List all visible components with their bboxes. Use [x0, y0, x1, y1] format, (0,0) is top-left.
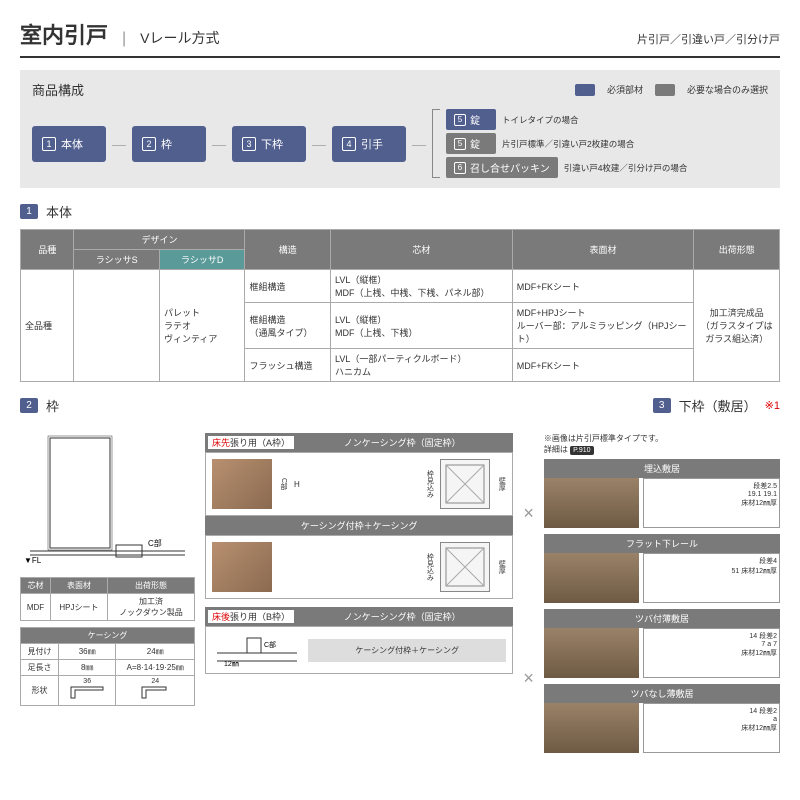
label-fl: ▼FL	[24, 556, 42, 565]
asterisk-note: ※1	[765, 399, 780, 412]
sill-note: ※画像は片引戸標準タイプです。 詳細は P.910	[544, 433, 780, 455]
block-a: 床先張り用（A枠） ノンケーシング枠（固定枠） C部 H 枠見込み 壁厚 ケーシ…	[205, 433, 513, 599]
section-1-badge: 1	[20, 204, 38, 219]
legend-swatch-optional	[655, 84, 675, 96]
frame-photo-a2	[212, 542, 272, 592]
profile-24: 24	[116, 676, 195, 706]
page-subtitle: Vレール方式	[140, 28, 219, 48]
section-2-badge: 2	[20, 398, 38, 413]
composition-title: 商品構成	[32, 80, 84, 99]
section-1-header: 1 本体	[20, 202, 780, 221]
page-ref-badge: P.910	[570, 446, 593, 455]
block-b: 床後張り用（B枠） ノンケーシング枠（固定枠） C部 12㎜ ケーシング付枠＋ケ…	[205, 607, 513, 674]
door-elevation-diagram: C部 ▼FL	[20, 433, 195, 573]
sill-column: ※画像は片引戸標準タイプです。 詳細は P.910 埋込敷居 段差2.5 19.…	[544, 433, 780, 759]
sill-photo-1	[544, 478, 639, 528]
frame-section-a1	[440, 459, 490, 509]
sill-diagram-4: 14 段差2 a 床材12㎜厚	[643, 703, 780, 753]
page-title: 室内引戸	[20, 18, 108, 50]
sill-photo-3	[544, 628, 639, 678]
section-1-title: 本体	[46, 202, 72, 221]
spec-table-body: 品種 デザイン 構造 芯材 表面材 出荷形態 ラシッサS ラシッサD 全品種 パ…	[20, 229, 780, 382]
flow-step-1: 1本体	[32, 126, 106, 162]
flow-step-2: 2枠	[132, 126, 206, 162]
cross-icon: ×	[523, 503, 534, 524]
flow-step-3: 3下枠	[232, 126, 306, 162]
cross-icon: ×	[523, 668, 534, 689]
flow-separator: —	[112, 136, 126, 152]
legend-label-required: 必須部材	[607, 83, 643, 96]
section-3-header: 3 下枠（敷居） ※1	[653, 396, 780, 415]
title-separator: |	[122, 30, 126, 48]
sill-diagram-2: 段差4 51 床材12㎜厚	[643, 553, 780, 603]
section-2-header: 2 枠	[20, 396, 59, 415]
legend-label-optional: 必要な場合のみ選択	[687, 83, 768, 96]
section-2-title: 枠	[46, 396, 59, 415]
material-table: 芯材表面材出荷形態 MDFHPJシート加工済 ノックダウン製品	[20, 577, 195, 621]
composition-panel: 商品構成 必須部材 必要な場合のみ選択 1本体 — 2枠 — 3下枠 — 4引手…	[20, 70, 780, 188]
casing-table: ケーシング 見付け36㎜24㎜ 足長さ8㎜A=8·14·19·25㎜ 形状 36…	[20, 627, 195, 706]
option-row-1: 5錠 トイレタイプの場合	[446, 109, 687, 130]
section-3-title: 下枠（敷居）	[679, 396, 757, 415]
option-box-packing: 6召し合せパッキン	[446, 157, 558, 178]
sill-diagram-1: 段差2.5 19.1 19.1 床材12㎜厚	[643, 478, 780, 528]
option-row-3: 6召し合せパッキン 引違い戸4枚建／引分け戸の場合	[446, 157, 687, 178]
page-header: 室内引戸 | Vレール方式 片引戸／引違い戸／引分け戸	[20, 18, 780, 58]
composition-flow: 1本体 — 2枠 — 3下枠 — 4引手 — 5錠 トイレタイプの場合 5錠 片…	[32, 109, 768, 178]
frame-mid-column: 床先張り用（A枠） ノンケーシング枠（固定枠） C部 H 枠見込み 壁厚 ケーシ…	[205, 433, 513, 759]
flow-step-4: 4引手	[332, 126, 406, 162]
frame-photo-a1	[212, 459, 272, 509]
door-types: 片引戸／引違い戸／引分け戸	[637, 31, 780, 47]
option-row-2: 5錠 片引戸標準／引違い戸2枚建の場合	[446, 133, 687, 154]
svg-text:12㎜: 12㎜	[224, 661, 239, 667]
option-box-lock-required: 5錠	[446, 109, 496, 130]
sill-photo-4	[544, 703, 639, 753]
sill-photo-2	[544, 553, 639, 603]
sill-diagram-3: 14 段差2 7 a 7 床材12㎜厚	[643, 628, 780, 678]
frame-left-column: C部 ▼FL 芯材表面材出荷形態 MDFHPJシート加工済 ノックダウン製品 ケ…	[20, 433, 195, 759]
svg-text:C部: C部	[264, 640, 276, 649]
bracket-icon	[432, 109, 440, 178]
profile-36: 36	[58, 676, 116, 706]
option-box-lock-optional: 5錠	[446, 133, 496, 154]
legend-swatch-required	[575, 84, 595, 96]
frame-section-a2	[440, 542, 490, 592]
section-3-badge: 3	[653, 398, 671, 413]
legend: 必須部材 必要な場合のみ選択	[575, 83, 768, 96]
label-cbu: C部	[148, 538, 162, 548]
door-svg: C部 ▼FL	[20, 433, 195, 573]
frame-section-b: C部 12㎜	[212, 633, 302, 667]
